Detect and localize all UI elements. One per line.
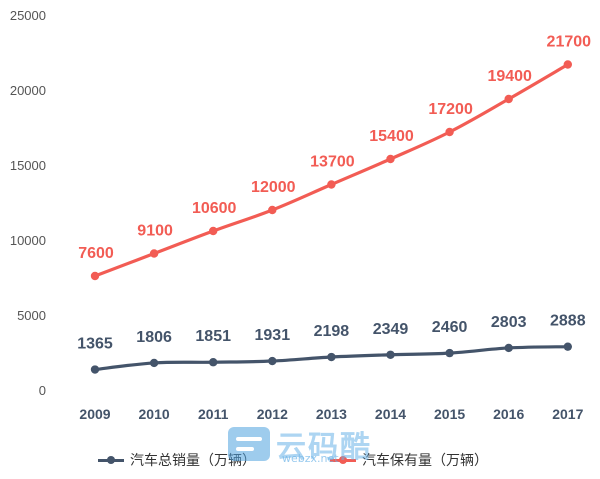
ownership-data-point: [268, 205, 277, 215]
sales-data-label: 2803: [491, 314, 527, 331]
y-tick-label: 25000: [10, 8, 46, 23]
sales-data-label: 2460: [432, 319, 468, 336]
ownership-data-point: [327, 180, 336, 189]
ownership-data-point: [386, 154, 395, 164]
legend: 汽车总销量（万辆） 汽车保有量（万辆）: [0, 448, 600, 472]
ownership-data-point: [445, 127, 454, 137]
legend-swatch-sales: [98, 455, 124, 464]
ownership-data-label: 12000: [251, 179, 296, 196]
sales-data-label: 1851: [195, 328, 231, 345]
sales-data-label: 2349: [373, 321, 409, 338]
y-tick-label: 10000: [10, 233, 46, 248]
sales-data-point: [268, 356, 277, 366]
watermark-logo-icon: [228, 427, 270, 461]
legend-label-ownership: 汽车保有量（万辆）: [362, 453, 488, 469]
sales-data-label: 1931: [255, 327, 291, 344]
ownership-data-label: 19400: [487, 68, 532, 85]
ownership-data-label: 10600: [192, 200, 237, 217]
x-tick-label: 2011: [198, 406, 229, 422]
ownership-data-label: 17200: [428, 101, 473, 118]
ownership-data-label: 9100: [137, 223, 173, 240]
line-chart: 0 5000 10000 15000 20000 25000 2009 2010 2011 201…: [10, 8, 592, 422]
ownership-data-label: 7600: [78, 245, 114, 262]
x-tick-label: 2009: [79, 406, 110, 422]
sales-data-point: [327, 352, 336, 362]
x-tick-label: 2016: [493, 406, 524, 422]
ownership-data-label: 21700: [547, 34, 592, 51]
x-tick-label: 2015: [434, 406, 465, 422]
legend-label-sales: 汽车总销量（万辆）: [130, 453, 256, 469]
ownership-data-point: [563, 60, 572, 69]
ownership-data-point: [90, 271, 100, 281]
sales-data-label: 2198: [314, 323, 350, 340]
legend-swatch-ownership: [330, 455, 356, 464]
sales-data-point: [563, 342, 572, 351]
ownership-data-label: 13700: [310, 154, 355, 171]
sales-data-point: [209, 358, 218, 367]
ownership-data-point: [149, 249, 159, 258]
x-tick-label: 2012: [257, 406, 288, 422]
sales-data-point: [504, 343, 513, 353]
legend-item-sales: 汽车总销量（万辆）: [98, 448, 256, 472]
watermark-text: 云码酷: [276, 430, 372, 465]
sales-data-point: [90, 365, 100, 374]
legend-item-ownership: 汽车保有量（万辆）: [330, 448, 488, 472]
ownership-data-point: [504, 94, 513, 104]
sales-data-label: 1806: [136, 329, 172, 346]
watermark-url: webzx.net: [282, 452, 339, 465]
sales-data-label: 1365: [77, 336, 113, 353]
y-tick-label: 5000: [17, 308, 46, 323]
ownership-data-point: [209, 226, 218, 236]
x-tick-label: 2017: [552, 406, 583, 422]
sales-data-point: [386, 350, 395, 359]
y-tick-label: 0: [39, 383, 46, 398]
x-tick-label: 2013: [316, 406, 347, 422]
sales-data-point: [445, 348, 454, 358]
x-tick-label: 2010: [139, 406, 170, 422]
y-tick-label: 20000: [10, 83, 46, 98]
y-tick-label: 15000: [10, 158, 46, 173]
ownership-data-label: 15400: [369, 128, 414, 145]
x-tick-label: 2014: [375, 406, 406, 422]
sales-data-point: [149, 358, 159, 368]
watermark: 云码酷: [228, 424, 372, 465]
sales-data-label: 2888: [550, 313, 586, 330]
